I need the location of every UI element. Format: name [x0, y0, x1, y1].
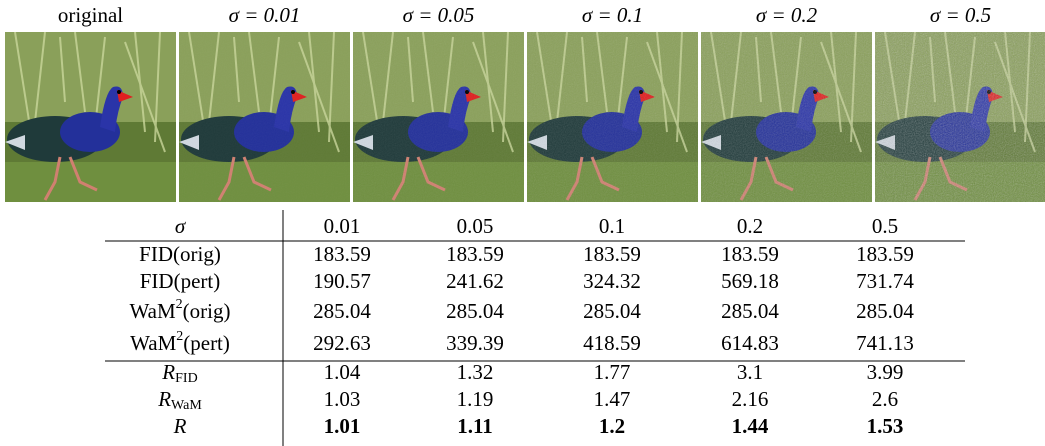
row-label: WaM2(pert)	[130, 329, 230, 355]
cell: 614.83	[721, 331, 779, 355]
cell: 183.59	[583, 242, 641, 266]
row-label-base: R	[157, 387, 171, 411]
row-label-tail: (orig)	[183, 299, 231, 323]
row-label-sup: 2	[176, 297, 183, 312]
cell: 285.04	[721, 299, 779, 323]
row-label: FID(pert)	[140, 269, 220, 293]
cell: 339.39	[446, 331, 504, 355]
image-label: σ = 0.05	[403, 3, 475, 27]
image-noise	[353, 32, 524, 202]
cell: 1.44	[732, 414, 769, 438]
header-cell: 0.5	[872, 214, 898, 238]
header-cell: 0.1	[599, 214, 625, 238]
image-row: original σ = 0.01 σ = 0.05 σ = 0.1 σ = 0.2 σ …	[5, 3, 1045, 202]
cell: 324.32	[583, 269, 641, 293]
image-label: σ = 0.01	[229, 3, 301, 27]
cell: 731.74	[856, 269, 914, 293]
cell: 285.04	[583, 299, 641, 323]
cell: 1.2	[599, 414, 625, 438]
cell: 3.1	[737, 360, 763, 384]
header-cell: 0.2	[737, 214, 763, 238]
cell: 3.99	[867, 360, 904, 384]
header-cell: σ	[175, 214, 187, 238]
cell: 241.62	[446, 269, 504, 293]
cell: 292.63	[313, 331, 371, 355]
cell: 1.01	[324, 414, 361, 438]
row-label-base: FID(pert)	[140, 269, 220, 293]
image-label: σ = 0.1	[582, 3, 643, 27]
cell: 1.32	[457, 360, 494, 384]
cell: 1.11	[457, 414, 493, 438]
cell: 2.16	[732, 387, 769, 411]
header-cell: 0.01	[324, 214, 361, 238]
row-label-base: WaM	[130, 331, 176, 355]
row-label: FID(orig)	[139, 242, 221, 266]
row-label-base: FID(orig)	[139, 242, 221, 266]
image-label: σ = 0.2	[756, 3, 818, 27]
image-label: σ = 0.5	[930, 3, 991, 27]
row-label-sub: FID	[175, 371, 198, 386]
cell: 183.59	[721, 242, 779, 266]
image-noise	[701, 32, 872, 202]
header-cell: 0.05	[457, 214, 494, 238]
row-label: RFID	[161, 360, 197, 386]
cell: 1.19	[457, 387, 494, 411]
cell: 569.18	[721, 269, 779, 293]
cell: 1.53	[867, 414, 904, 438]
image	[5, 32, 176, 202]
cell: 1.03	[324, 387, 361, 411]
row-label-base: R	[173, 414, 187, 438]
row-label-sub: WaM	[171, 398, 202, 413]
cell: 2.6	[872, 387, 898, 411]
row-label-tail: (pert)	[183, 331, 230, 355]
cell: 183.59	[856, 242, 914, 266]
cell: 183.59	[446, 242, 504, 266]
image-label: original	[58, 3, 123, 27]
cell: 190.57	[313, 269, 371, 293]
cell: 1.77	[594, 360, 631, 384]
cell: 285.04	[446, 299, 504, 323]
row-label-base: R	[161, 360, 175, 384]
cell: 1.47	[594, 387, 631, 411]
cell: 418.59	[583, 331, 641, 355]
row-label: RWaM	[157, 387, 202, 413]
cell: 183.59	[313, 242, 371, 266]
row-label-base: WaM	[130, 299, 176, 323]
row-label: WaM2(orig)	[130, 297, 231, 323]
row-label: R	[173, 414, 187, 438]
image-noise	[527, 32, 698, 202]
cell: 285.04	[313, 299, 371, 323]
cell: 741.13	[856, 331, 914, 355]
figure: original σ = 0.01 σ = 0.05 σ = 0.1 σ = 0.2 σ …	[0, 0, 1045, 446]
image-noise	[875, 32, 1045, 202]
cell: 1.04	[324, 360, 361, 384]
cell: 285.04	[856, 299, 914, 323]
row-label-sup: 2	[176, 329, 183, 344]
image-noise	[179, 32, 350, 202]
